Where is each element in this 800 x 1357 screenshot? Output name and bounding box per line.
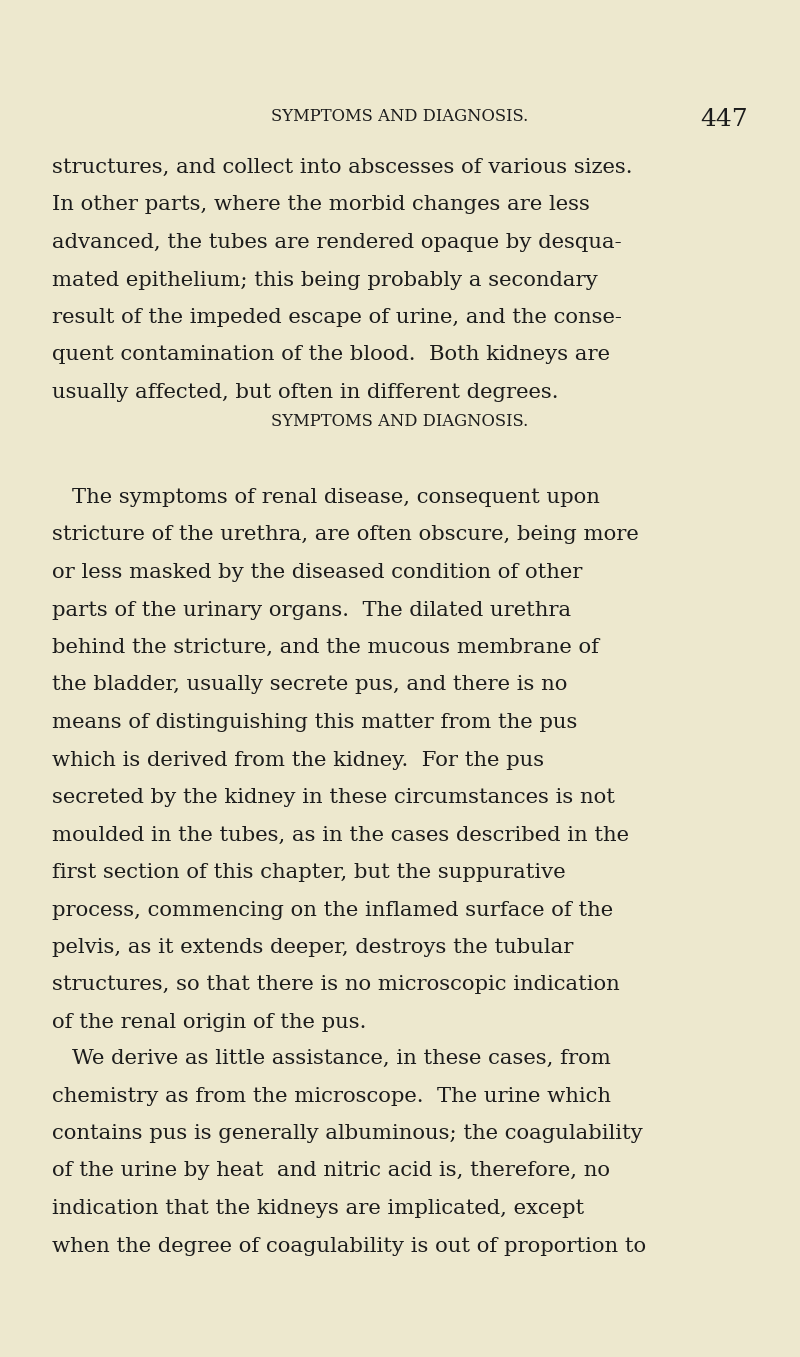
- Text: first section of this chapter, but the suppurative: first section of this chapter, but the s…: [52, 863, 566, 882]
- Text: 447: 447: [700, 109, 748, 132]
- Text: or less masked by the diseased condition of other: or less masked by the diseased condition…: [52, 563, 582, 582]
- Text: advanced, the tubes are rendered opaque by desqua-: advanced, the tubes are rendered opaque …: [52, 233, 622, 252]
- Text: indication that the kidneys are implicated, except: indication that the kidneys are implicat…: [52, 1200, 584, 1219]
- Text: of the renal origin of the pus.: of the renal origin of the pus.: [52, 1012, 366, 1033]
- Text: mated epithelium; this being probably a secondary: mated epithelium; this being probably a …: [52, 270, 598, 289]
- Text: secreted by the kidney in these circumstances is not: secreted by the kidney in these circumst…: [52, 788, 615, 807]
- Text: pelvis, as it extends deeper, destroys the tubular: pelvis, as it extends deeper, destroys t…: [52, 938, 574, 957]
- Text: when the degree of coagulability is out of proportion to: when the degree of coagulability is out …: [52, 1236, 646, 1255]
- Text: result of the impeded escape of urine, and the conse-: result of the impeded escape of urine, a…: [52, 308, 622, 327]
- Text: the bladder, usually secrete pus, and there is no: the bladder, usually secrete pus, and th…: [52, 676, 567, 695]
- Text: chemistry as from the microscope.  The urine which: chemistry as from the microscope. The ur…: [52, 1087, 611, 1106]
- Text: parts of the urinary organs.  The dilated urethra: parts of the urinary organs. The dilated…: [52, 601, 571, 620]
- Text: In other parts, where the morbid changes are less: In other parts, where the morbid changes…: [52, 195, 590, 214]
- Text: process, commencing on the inflamed surface of the: process, commencing on the inflamed surf…: [52, 901, 613, 920]
- Text: which is derived from the kidney.  For the pus: which is derived from the kidney. For th…: [52, 750, 544, 769]
- Text: SYMPTOMS AND DIAGNOSIS.: SYMPTOMS AND DIAGNOSIS.: [271, 109, 529, 125]
- Text: SYMPTOMS AND DIAGNOSIS.: SYMPTOMS AND DIAGNOSIS.: [271, 413, 529, 430]
- Text: means of distinguishing this matter from the pus: means of distinguishing this matter from…: [52, 712, 578, 731]
- Text: stricture of the urethra, are often obscure, being more: stricture of the urethra, are often obsc…: [52, 525, 638, 544]
- Text: structures, and collect into abscesses of various sizes.: structures, and collect into abscesses o…: [52, 157, 633, 176]
- Text: We derive as little assistance, in these cases, from: We derive as little assistance, in these…: [72, 1049, 611, 1068]
- Text: usually affected, but often in different degrees.: usually affected, but often in different…: [52, 383, 558, 402]
- Text: behind the stricture, and the mucous membrane of: behind the stricture, and the mucous mem…: [52, 638, 599, 657]
- Text: moulded in the tubes, as in the cases described in the: moulded in the tubes, as in the cases de…: [52, 825, 629, 844]
- Text: quent contamination of the blood.  Both kidneys are: quent contamination of the blood. Both k…: [52, 346, 610, 365]
- Text: The symptoms of renal disease, consequent upon: The symptoms of renal disease, consequen…: [72, 489, 600, 508]
- Text: structures, so that there is no microscopic indication: structures, so that there is no microsco…: [52, 976, 620, 995]
- Text: of the urine by heat  and nitric acid is, therefore, no: of the urine by heat and nitric acid is,…: [52, 1162, 610, 1181]
- Text: contains pus is generally albuminous; the coagulability: contains pus is generally albuminous; th…: [52, 1124, 642, 1143]
